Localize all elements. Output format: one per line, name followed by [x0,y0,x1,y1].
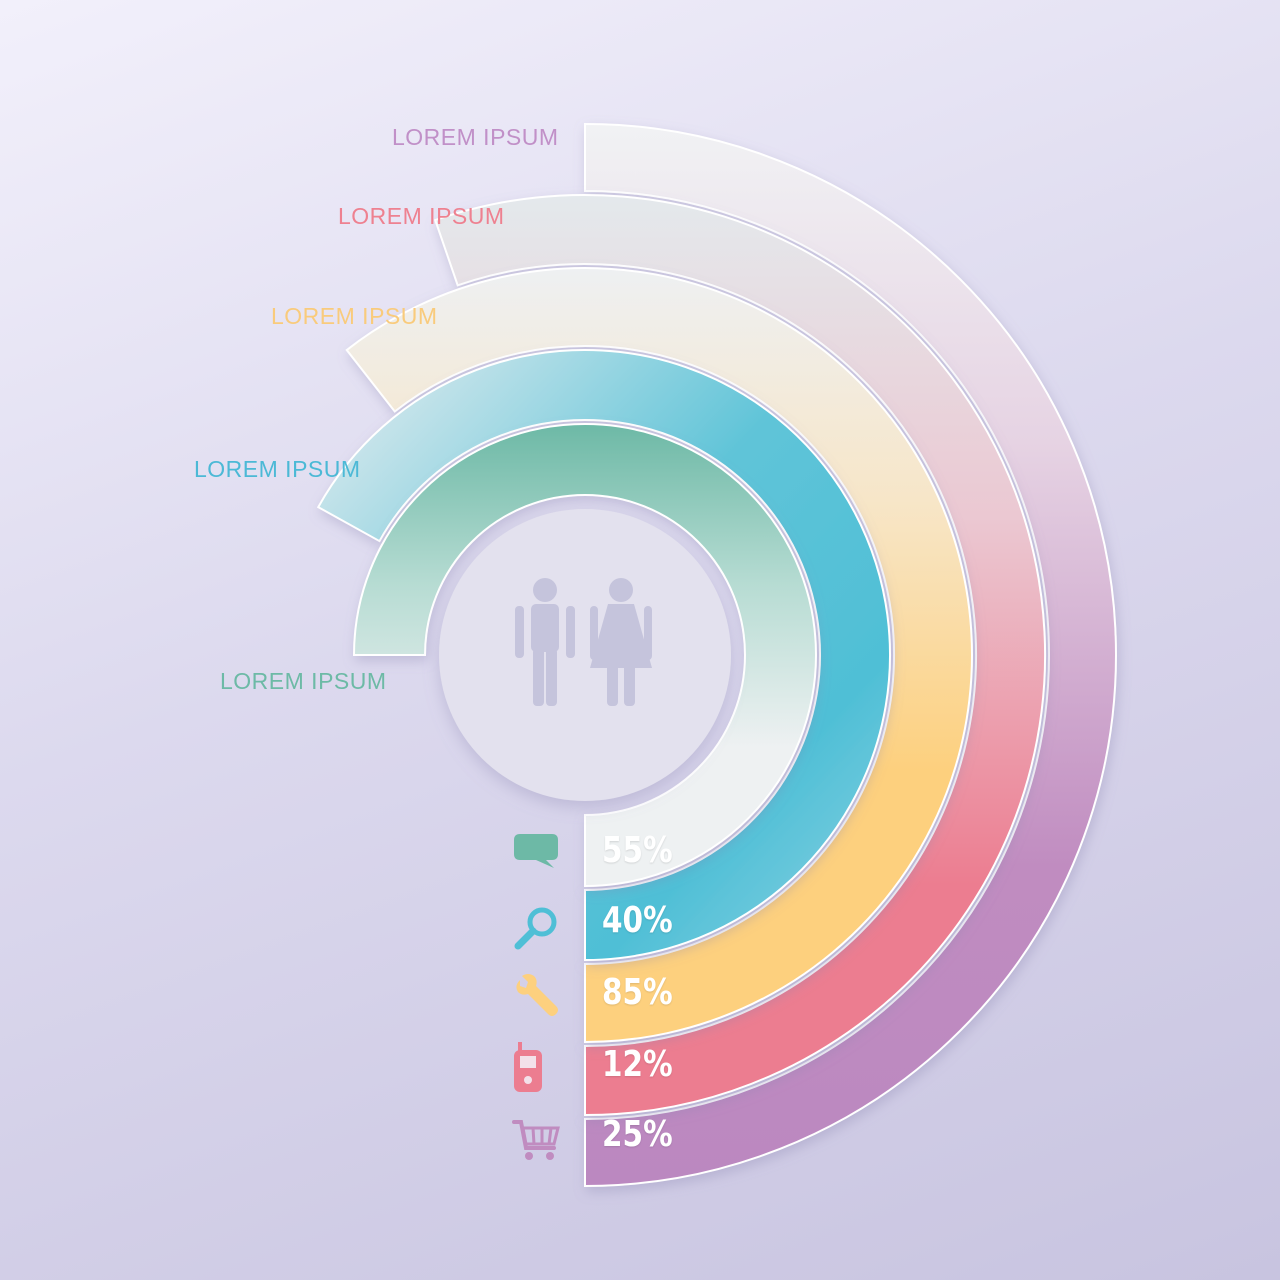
ring-arc-3 [345,267,973,1044]
magnifier-icon [512,904,562,959]
ring-arc-5 [584,122,1117,1188]
ring-arc-4 [433,194,1046,1117]
center-circle [439,509,731,801]
ring-label-5: LOREM IPSUM [392,124,559,150]
shopping-cart-icon [512,1118,562,1167]
ring-arc-2 [316,349,891,962]
wrench-icon [512,974,562,1029]
ring-value-1: 55% [602,830,673,871]
ring-label-2: LOREM IPSUM [194,456,361,482]
ring-label-4: LOREM IPSUM [338,203,505,229]
mobile-phone-icon [512,1042,546,1099]
ring-label-3: LOREM IPSUM [271,303,438,329]
people-icon [515,578,652,706]
ring-value-4: 12% [602,1044,673,1085]
ring-value-2: 40% [602,900,673,941]
ring-value-3: 85% [602,972,673,1013]
speech-bubble-icon [512,830,560,875]
ring-value-5: 25% [602,1114,673,1155]
ring-label-1: LOREM IPSUM [220,668,387,694]
ring-arc-1 [352,423,817,888]
